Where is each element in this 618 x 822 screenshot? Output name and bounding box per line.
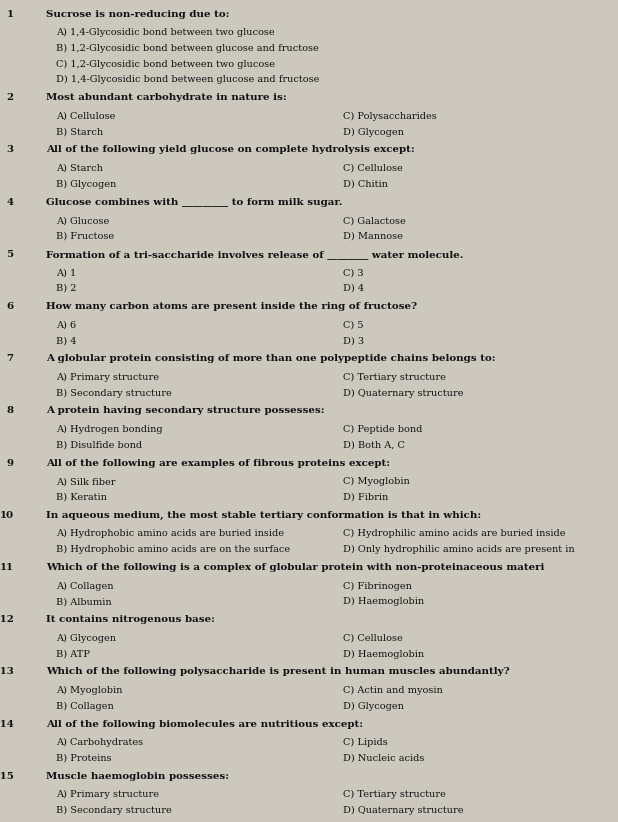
Text: C) 5: C) 5 (343, 321, 363, 330)
Text: B) 1,2-Glycosidic bond between glucose and fructose: B) 1,2-Glycosidic bond between glucose a… (56, 44, 318, 53)
Text: .12: .12 (0, 616, 14, 624)
Text: A) Glucose: A) Glucose (56, 216, 109, 225)
Text: B) Fructose: B) Fructose (56, 232, 114, 241)
Text: Sucrose is non-reducing due to:: Sucrose is non-reducing due to: (46, 10, 230, 19)
Text: Most abundant carbohydrate in nature is:: Most abundant carbohydrate in nature is: (46, 94, 287, 102)
Text: A) Glycogen: A) Glycogen (56, 634, 116, 643)
Text: C) Cellulose: C) Cellulose (343, 164, 403, 173)
Text: 10: 10 (0, 511, 14, 520)
Text: .14: .14 (0, 720, 14, 728)
Text: D) Glycogen: D) Glycogen (343, 127, 404, 136)
Text: A) 6: A) 6 (56, 321, 76, 330)
Text: D) Glycogen: D) Glycogen (343, 702, 404, 711)
Text: D) Fibrin: D) Fibrin (343, 493, 388, 501)
Text: C) 1,2-Glycosidic bond between two glucose: C) 1,2-Glycosidic bond between two gluco… (56, 60, 274, 69)
Text: C) Hydrophilic amino acids are buried inside: C) Hydrophilic amino acids are buried in… (343, 529, 565, 538)
Text: A globular protein consisting of more than one polypeptide chains belongs to:: A globular protein consisting of more th… (46, 354, 496, 363)
Text: How many carbon atoms are present inside the ring of fructose?: How many carbon atoms are present inside… (46, 302, 418, 311)
Text: Which of the following polysaccharide is present in human muscles abundantly?: Which of the following polysaccharide is… (46, 667, 510, 677)
Text: Which of the following is a complex of globular protein with non-proteinaceous m: Which of the following is a complex of g… (46, 563, 544, 572)
Text: 2: 2 (7, 94, 14, 102)
Text: B) Hydrophobic amino acids are on the surface: B) Hydrophobic amino acids are on the su… (56, 545, 290, 554)
Text: D) Chitin: D) Chitin (343, 180, 388, 188)
Text: D) Quaternary structure: D) Quaternary structure (343, 806, 464, 815)
Text: It contains nitrogenous base:: It contains nitrogenous base: (46, 616, 215, 624)
Text: B) Proteins: B) Proteins (56, 754, 111, 763)
Text: B) Starch: B) Starch (56, 127, 103, 136)
Text: A) Myoglobin: A) Myoglobin (56, 686, 122, 695)
Text: C) Tertiary structure: C) Tertiary structure (343, 373, 446, 382)
Text: C) Tertiary structure: C) Tertiary structure (343, 791, 446, 800)
Text: D) Quaternary structure: D) Quaternary structure (343, 389, 464, 398)
Text: Glucose combines with _________ to form milk sugar.: Glucose combines with _________ to form … (46, 198, 343, 206)
Text: A) Cellulose: A) Cellulose (56, 112, 115, 121)
Text: B) Collagen: B) Collagen (56, 702, 113, 711)
Text: C) Lipids: C) Lipids (343, 738, 387, 747)
Text: D) Both A, C: D) Both A, C (343, 441, 405, 450)
Text: A) Carbohydrates: A) Carbohydrates (56, 738, 143, 747)
Text: 9: 9 (7, 459, 14, 468)
Text: D) 3: D) 3 (343, 336, 364, 345)
Text: D) Nucleic acids: D) Nucleic acids (343, 754, 425, 763)
Text: .15: .15 (0, 772, 14, 781)
Text: 1: 1 (7, 10, 14, 19)
Text: D) Mannose: D) Mannose (343, 232, 403, 241)
Text: 3: 3 (7, 145, 14, 155)
Text: B) Albumin: B) Albumin (56, 598, 111, 606)
Text: C) Galactose: C) Galactose (343, 216, 406, 225)
Text: A) Hydrogen bonding: A) Hydrogen bonding (56, 425, 163, 434)
Text: B) Keratin: B) Keratin (56, 493, 106, 501)
Text: A) Collagen: A) Collagen (56, 582, 113, 591)
Text: C) Polysaccharides: C) Polysaccharides (343, 112, 437, 121)
Text: A protein having secondary structure possesses:: A protein having secondary structure pos… (46, 407, 325, 415)
Text: B) ATP: B) ATP (56, 649, 90, 658)
Text: B) Secondary structure: B) Secondary structure (56, 806, 171, 815)
Text: A) 1: A) 1 (56, 268, 76, 277)
Text: A) Silk fiber: A) Silk fiber (56, 478, 115, 486)
Text: A) Primary structure: A) Primary structure (56, 791, 159, 800)
Text: C) Myoglobin: C) Myoglobin (343, 478, 410, 487)
Text: B) Disulfide bond: B) Disulfide bond (56, 441, 142, 450)
Text: B) Glycogen: B) Glycogen (56, 180, 116, 189)
Text: 6: 6 (6, 302, 14, 311)
Text: D) Haemoglobin: D) Haemoglobin (343, 649, 424, 658)
Text: B) Secondary structure: B) Secondary structure (56, 389, 171, 398)
Text: B) 4: B) 4 (56, 336, 76, 345)
Text: 8: 8 (7, 407, 14, 415)
Text: D) Only hydrophilic amino acids are present in: D) Only hydrophilic amino acids are pres… (343, 545, 575, 554)
Text: B) 2: B) 2 (56, 284, 76, 293)
Text: All of the following biomolecules are nutritious except:: All of the following biomolecules are nu… (46, 720, 363, 728)
Text: 5: 5 (6, 250, 14, 259)
Text: A) Starch: A) Starch (56, 164, 103, 173)
Text: All of the following are examples of fibrous proteins except:: All of the following are examples of fib… (46, 459, 391, 468)
Text: Muscle haemoglobin possesses:: Muscle haemoglobin possesses: (46, 772, 229, 781)
Text: 7: 7 (6, 354, 14, 363)
Text: 11: 11 (0, 563, 14, 572)
Text: C) 3: C) 3 (343, 268, 363, 277)
Text: D) Haemoglobin: D) Haemoglobin (343, 598, 424, 607)
Text: C) Fibrinogen: C) Fibrinogen (343, 582, 412, 591)
Text: 4: 4 (6, 198, 14, 206)
Text: D) 1,4-Glycosidic bond between glucose and fructose: D) 1,4-Glycosidic bond between glucose a… (56, 76, 319, 85)
Text: C) Peptide bond: C) Peptide bond (343, 425, 422, 434)
Text: C) Cellulose: C) Cellulose (343, 634, 403, 643)
Text: In aqueous medium, the most stable tertiary conformation is that in which:: In aqueous medium, the most stable terti… (46, 511, 481, 520)
Text: A) Hydrophobic amino acids are buried inside: A) Hydrophobic amino acids are buried in… (56, 529, 284, 538)
Text: A) Primary structure: A) Primary structure (56, 373, 159, 382)
Text: Formation of a tri-saccharide involves release of ________ water molecule.: Formation of a tri-saccharide involves r… (46, 250, 464, 259)
Text: A) 1,4-Glycosidic bond between two glucose: A) 1,4-Glycosidic bond between two gluco… (56, 29, 274, 38)
Text: .13: .13 (0, 667, 14, 677)
Text: C) Actin and myosin: C) Actin and myosin (343, 686, 442, 695)
Text: D) 4: D) 4 (343, 284, 364, 293)
Text: All of the following yield glucose on complete hydrolysis except:: All of the following yield glucose on co… (46, 145, 415, 155)
